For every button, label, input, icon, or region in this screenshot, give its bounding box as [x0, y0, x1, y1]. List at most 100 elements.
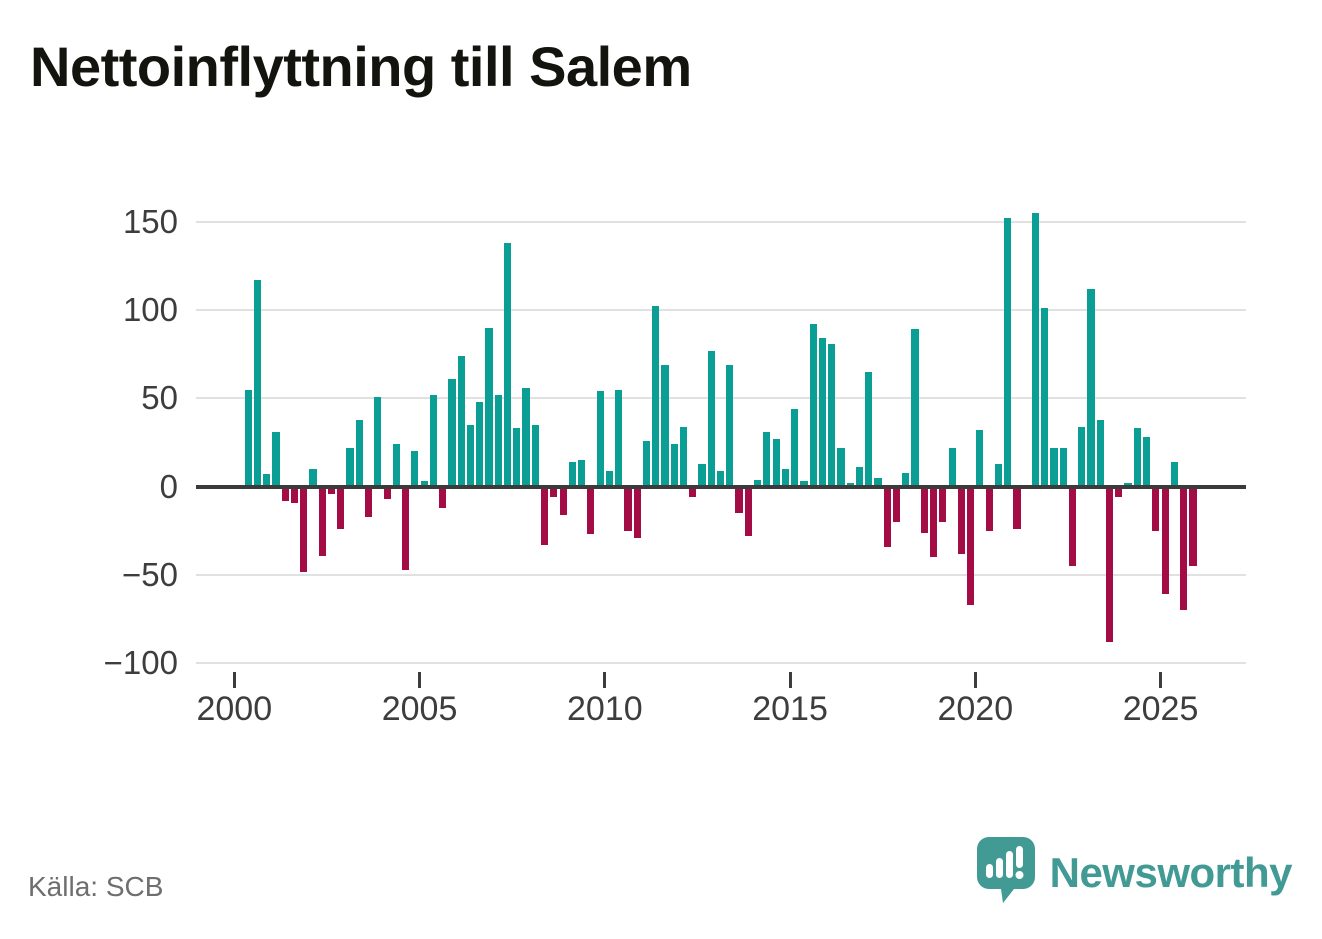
bar [1050, 447, 1058, 487]
bar [1087, 288, 1095, 487]
bar [985, 486, 993, 531]
bar [439, 486, 447, 508]
bar [744, 486, 752, 537]
bar [448, 378, 456, 487]
bar [892, 486, 901, 523]
y-axis-tick-label: −100 [103, 644, 178, 682]
bar [457, 355, 465, 487]
bar [698, 463, 706, 487]
bar [855, 467, 864, 487]
bar [429, 394, 438, 487]
bar [364, 486, 373, 517]
bar [772, 438, 780, 487]
bar [1041, 308, 1049, 487]
bar [679, 426, 688, 487]
bar [531, 424, 539, 487]
bar [346, 447, 354, 487]
bar [392, 444, 400, 487]
bar [976, 430, 984, 487]
bar [902, 472, 910, 487]
x-axis-tick [232, 672, 236, 688]
bar [513, 428, 521, 487]
bar [550, 486, 558, 498]
x-axis-tick-label: 2025 [1122, 690, 1199, 728]
y-axis-tick-label: 150 [122, 202, 178, 240]
x-axis-tick-label: 2005 [381, 690, 458, 728]
y-axis-tick-label: 0 [159, 467, 178, 505]
bar [911, 329, 919, 487]
bar [781, 469, 789, 487]
bar [670, 444, 678, 487]
bar [837, 447, 845, 487]
speech-bubble-bar-chart-icon [976, 836, 1036, 909]
bar [652, 306, 660, 487]
x-axis-tick-label: 2010 [566, 690, 643, 728]
bar [476, 401, 484, 487]
bar [1096, 419, 1104, 487]
bar [596, 391, 604, 487]
bar [263, 474, 271, 487]
bar [957, 486, 965, 554]
bar [735, 486, 743, 514]
bar [605, 470, 613, 487]
bar [800, 481, 808, 487]
bar [1115, 486, 1123, 498]
bar [791, 408, 799, 487]
bar [327, 486, 336, 494]
bar [568, 461, 576, 487]
x-axis-tick [973, 672, 977, 688]
newsworthy-logo-text: Newsworthy [1049, 848, 1293, 896]
bar [615, 389, 623, 487]
grid-line [196, 397, 1246, 400]
grid-line [196, 220, 1246, 223]
bar [1013, 486, 1021, 530]
bar [355, 419, 363, 487]
x-axis-tick-label: 2020 [937, 690, 1014, 728]
bar [1133, 428, 1141, 487]
bar [1105, 486, 1114, 643]
newsworthy-logo: Newsworthy [976, 836, 1293, 909]
x-axis-tick-label: 2015 [752, 690, 828, 728]
bar [383, 486, 391, 500]
bar [633, 486, 641, 538]
bar [559, 486, 567, 515]
y-axis-tick-label: 50 [141, 379, 178, 417]
bar [1004, 218, 1012, 487]
bar [929, 486, 938, 558]
bar [661, 364, 669, 487]
y-axis-tick-label: −50 [122, 556, 178, 594]
bar [1078, 426, 1086, 487]
bar [522, 387, 530, 487]
bar [716, 470, 725, 487]
bar [309, 469, 317, 487]
bar [281, 486, 289, 501]
x-axis-tick [1159, 672, 1163, 688]
bar [865, 371, 873, 487]
bar [624, 486, 632, 531]
bar [1189, 486, 1197, 567]
bar [374, 396, 382, 487]
bar [920, 486, 928, 533]
bar [1161, 486, 1169, 595]
bar [337, 486, 345, 530]
bar [244, 389, 252, 487]
x-axis-tick [418, 672, 422, 688]
bar [318, 486, 326, 556]
bar [939, 486, 947, 523]
zero-axis-line [196, 484, 1246, 489]
bar [1031, 212, 1040, 487]
bar [485, 327, 493, 487]
bar [411, 451, 419, 487]
grid-line [196, 309, 1246, 311]
bar [642, 440, 651, 487]
y-axis-tick-label: 100 [122, 291, 178, 328]
bar [828, 343, 836, 487]
chart-footer: Källa: SCB Newsworthy [0, 837, 1322, 917]
bar [587, 486, 595, 535]
bar [707, 350, 715, 487]
bar [540, 486, 549, 545]
bar [883, 486, 891, 547]
bar [420, 481, 428, 487]
bar [494, 394, 502, 487]
bar [1170, 461, 1178, 487]
